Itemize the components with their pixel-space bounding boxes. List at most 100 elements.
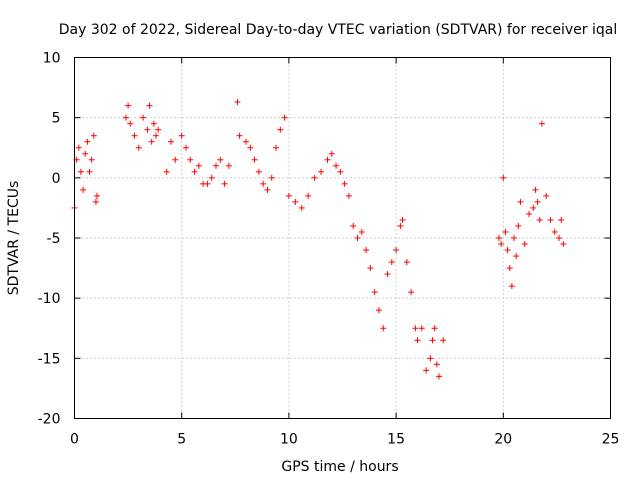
- plot-frame: [74, 57, 611, 419]
- data-point: [213, 162, 220, 169]
- data-point: [502, 228, 509, 235]
- data-point: [418, 325, 425, 332]
- data-point: [84, 138, 91, 145]
- data-point: [217, 156, 224, 163]
- data-point: [75, 144, 82, 151]
- data-point: [234, 99, 241, 106]
- x-axis-label: GPS time / hours: [281, 459, 398, 475]
- data-point: [333, 162, 340, 169]
- data-point: [427, 355, 434, 362]
- data-point: [221, 180, 228, 187]
- data-point: [534, 198, 541, 205]
- data-point: [363, 247, 370, 254]
- data-point: [281, 114, 288, 121]
- data-point: [358, 228, 365, 235]
- data-point: [350, 222, 357, 229]
- data-point: [530, 204, 537, 211]
- data-point: [423, 367, 430, 374]
- data-point: [384, 271, 391, 278]
- data-point: [521, 241, 528, 248]
- data-point: [500, 174, 507, 181]
- x-tick-label: 5: [177, 432, 186, 448]
- y-tick-label: 5: [52, 111, 61, 127]
- data-point: [236, 132, 243, 139]
- data-point: [155, 126, 162, 133]
- data-point: [251, 156, 258, 163]
- data-point: [92, 198, 99, 205]
- data-point: [144, 126, 151, 133]
- data-point: [88, 156, 95, 163]
- data-point: [399, 216, 406, 223]
- data-point: [82, 150, 89, 157]
- data-point: [504, 247, 511, 254]
- data-point: [513, 253, 520, 260]
- data-point: [285, 192, 292, 199]
- data-point: [305, 192, 312, 199]
- data-point: [86, 168, 93, 175]
- data-point: [178, 132, 185, 139]
- data-point: [440, 337, 447, 344]
- data-point: [515, 222, 522, 229]
- data-point: [172, 156, 179, 163]
- chart-title: Day 302 of 2022, Sidereal Day-to-day VTE…: [59, 22, 617, 38]
- data-point: [148, 138, 155, 145]
- data-point: [397, 222, 404, 229]
- data-point: [182, 144, 189, 151]
- x-tick-label: 25: [602, 432, 620, 448]
- data-point: [167, 138, 174, 145]
- data-point: [260, 180, 267, 187]
- y-tick-label: 0: [52, 171, 61, 187]
- data-point: [131, 132, 138, 139]
- data-point: [247, 144, 254, 151]
- data-point: [127, 120, 134, 127]
- data-point: [324, 156, 331, 163]
- data-point: [375, 307, 382, 314]
- data-point: [298, 204, 305, 211]
- data-point: [77, 168, 84, 175]
- data-point: [195, 162, 202, 169]
- y-tick-label: -10: [38, 291, 61, 307]
- data-point: [551, 228, 558, 235]
- data-point: [431, 325, 438, 332]
- data-point: [80, 186, 87, 193]
- data-point: [292, 198, 299, 205]
- data-point: [94, 192, 101, 199]
- data-point: [506, 265, 513, 272]
- data-point: [367, 265, 374, 272]
- data-point: [388, 259, 395, 266]
- data-point: [538, 120, 545, 127]
- data-point: [508, 283, 515, 290]
- data-point: [125, 102, 132, 109]
- x-tick-label: 20: [494, 432, 512, 448]
- data-point: [187, 156, 194, 163]
- data-point: [536, 216, 543, 223]
- y-tick-label: -20: [38, 412, 61, 428]
- data-point: [135, 144, 142, 151]
- data-point: [318, 168, 325, 175]
- data-point: [433, 361, 440, 368]
- data-point: [208, 174, 215, 181]
- data-point: [403, 259, 410, 266]
- data-point: [243, 138, 250, 145]
- data-point: [122, 114, 129, 121]
- data-point: [435, 373, 442, 380]
- data-point: [354, 235, 361, 241]
- data-point: [268, 174, 275, 181]
- data-point: [150, 120, 157, 127]
- data-point: [277, 126, 284, 133]
- data-point: [225, 162, 232, 169]
- data-point: [337, 168, 344, 175]
- y-tick-label: -5: [47, 231, 61, 247]
- data-point: [204, 180, 211, 187]
- data-point: [498, 241, 505, 248]
- data-point: [380, 325, 387, 332]
- data-point: [547, 216, 554, 223]
- data-point: [255, 168, 262, 175]
- data-point: [429, 337, 436, 344]
- data-point: [152, 132, 159, 139]
- data-point: [146, 102, 153, 109]
- data-point: [163, 168, 170, 175]
- x-tick-label: 10: [280, 432, 298, 448]
- y-tick-label: -15: [38, 351, 61, 367]
- data-point: [273, 144, 280, 151]
